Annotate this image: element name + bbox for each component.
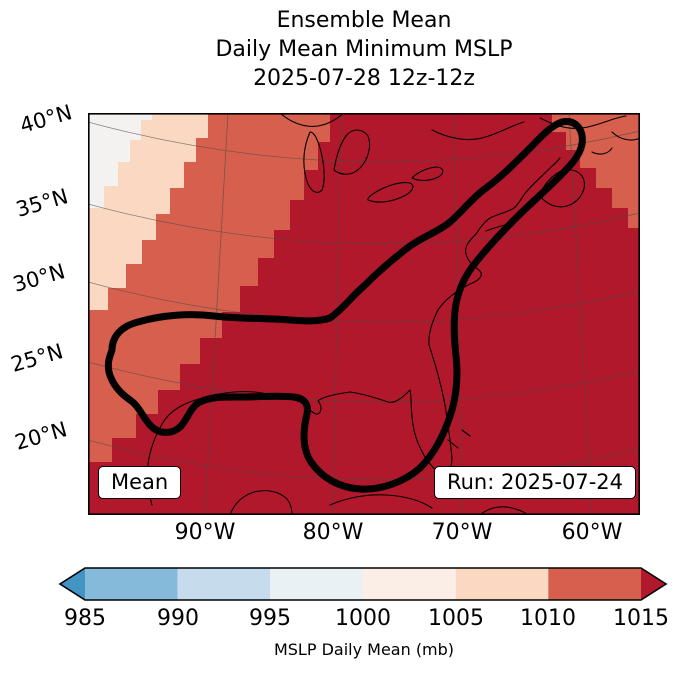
cb-tick-985: 985	[64, 606, 106, 631]
map-plot	[88, 113, 640, 515]
mean-label-box: Mean	[98, 466, 182, 499]
colorbar-segment-1000-1005	[363, 568, 456, 600]
lon-tick-90w: 90°W	[174, 520, 236, 545]
colorbar-over-arrow	[641, 568, 666, 600]
colorbar	[58, 567, 668, 601]
colorbar-outline	[58, 567, 668, 601]
lat-tick-20n: 20°N	[12, 417, 70, 455]
lon-tick-80w: 80°W	[302, 520, 364, 545]
lat-tick-25n: 25°N	[8, 339, 66, 377]
cb-tick-1010: 1010	[520, 606, 576, 631]
cb-tick-995: 995	[249, 606, 291, 631]
colorbar-segment-1010-1015	[548, 568, 641, 600]
lon-tick-60w: 60°W	[561, 520, 623, 545]
colorbar-segment-1005-1010	[455, 568, 549, 600]
lat-tick-30n: 30°N	[10, 259, 68, 297]
title-line-1: Ensemble Mean	[276, 8, 452, 33]
title-line-2: Daily Mean Minimum MSLP	[215, 37, 513, 62]
colorbar-segment-995-1000	[270, 568, 363, 600]
cb-tick-990: 990	[157, 606, 199, 631]
colorbar-axis-label: MSLP Daily Mean (mb)	[273, 640, 455, 659]
colorbar-under-arrow	[60, 568, 85, 600]
lat-tick-35n: 35°N	[13, 184, 71, 222]
cb-tick-1015: 1015	[613, 606, 669, 631]
chart-title: Ensemble Mean Daily Mean Minimum MSLP 20…	[68, 6, 660, 93]
great-lakes	[279, 113, 444, 203]
highlight-contour	[104, 118, 586, 493]
lon-tick-70w: 70°W	[431, 520, 493, 545]
colorbar-segment-985-990	[85, 568, 178, 600]
lat-tick-40n: 40°N	[17, 100, 75, 138]
cb-tick-1005: 1005	[428, 606, 484, 631]
map-frame	[88, 113, 640, 515]
fill-region-1010-1015-ne	[552, 113, 640, 228]
title-line-3: 2025-07-28 12z-12z	[253, 66, 475, 91]
cb-tick-1000: 1000	[335, 606, 391, 631]
run-label-box: Run: 2025-07-24	[433, 466, 636, 499]
fill-region-1000-1005	[88, 113, 152, 208]
colorbar-segment-990-995	[177, 568, 271, 600]
